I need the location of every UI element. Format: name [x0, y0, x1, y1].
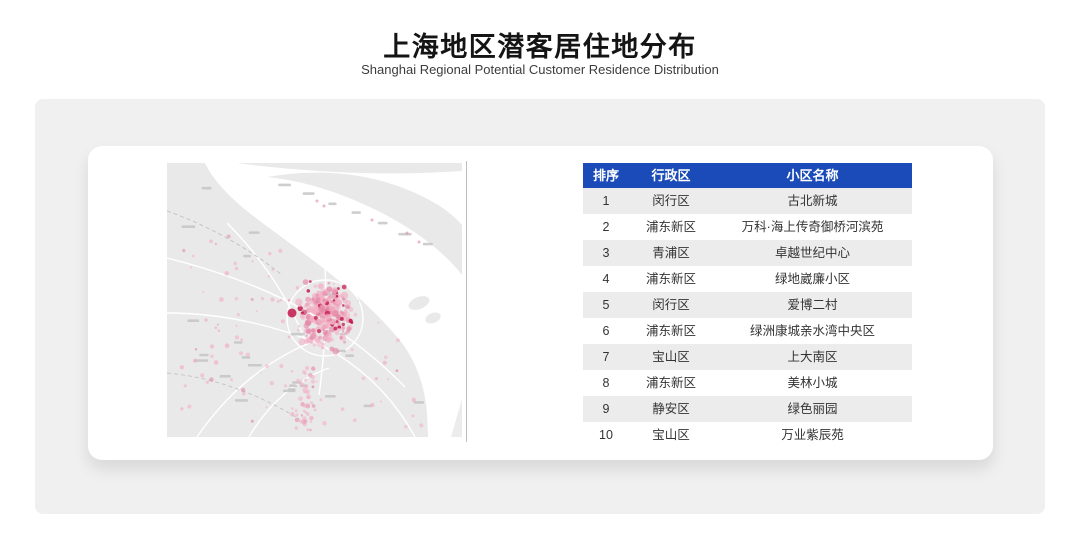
community-cell: 上大南区	[787, 350, 838, 364]
header-community: 小区名称	[786, 168, 839, 183]
rank-cell: 3	[602, 246, 610, 260]
rank-cell: 10	[599, 428, 613, 442]
rank-cell: 5	[602, 298, 610, 312]
rank-cell: 7	[602, 350, 610, 364]
table-row: 10 宝山区 万业紫辰苑	[583, 422, 912, 448]
rank-cell: 9	[602, 402, 610, 416]
table-row: 3 青浦区 卓越世纪中心	[583, 240, 912, 266]
table-row: 1 闵行区 古北新城	[583, 188, 912, 214]
rank-cell: 2	[602, 220, 610, 234]
community-cell: 爱博二村	[787, 298, 838, 312]
table-row: 6 浦东新区 绿洲康城亲水湾中央区	[583, 318, 912, 344]
community-cell: 绿洲康城亲水湾中央区	[749, 324, 875, 338]
community-cell: 古北新城	[787, 194, 838, 208]
district-cell: 宝山区	[652, 428, 690, 442]
map-roads	[167, 182, 420, 437]
table-row: 4 浦东新区 绿地崴廉小区	[583, 266, 912, 292]
rank-cell: 8	[602, 376, 610, 390]
table-row: 8 浦东新区 美林小城	[583, 370, 912, 396]
scatter-layer	[179, 199, 424, 432]
ranking-table: 排序 行政区 小区名称 1 闵行区 古北新城 2 浦东新区 万科·海上传奇御桥河滨苑 3 青浦…	[583, 163, 912, 448]
map-land-chongming-island	[267, 172, 462, 275]
community-cell: 绿色丽园	[787, 402, 838, 416]
district-cell: 青浦区	[652, 246, 690, 260]
table-body: 1 闵行区 古北新城 2 浦东新区 万科·海上传奇御桥河滨苑 3 青浦区 卓越世纪中心 4 浦东新区…	[583, 188, 912, 448]
district-cell: 浦东新区	[645, 324, 696, 338]
page-subtitle: Shanghai Regional Potential Customer Res…	[361, 62, 719, 77]
page-title: 上海地区潜客居住地分布	[383, 32, 697, 62]
district-cell: 浦东新区	[645, 272, 696, 286]
rank-cell: 6	[602, 324, 610, 338]
district-cell: 闵行区	[652, 298, 690, 312]
map-land-north-shore	[237, 163, 462, 174]
table-row: 7 宝山区 上大南区	[583, 344, 912, 370]
district-cell: 静安区	[652, 402, 690, 416]
header-district: 行政区	[651, 168, 691, 183]
table-row: 2 浦东新区 万科·海上传奇御桥河滨苑	[583, 214, 912, 240]
community-cell: 万业紫辰苑	[781, 428, 844, 442]
community-cell: 美林小城	[787, 376, 838, 390]
community-cell: 绿地崴廉小区	[774, 272, 850, 286]
header-rank: 排序	[592, 168, 619, 183]
map-boundaries	[167, 210, 300, 420]
content-card: 排序 行政区 小区名称 1 闵行区 古北新城 2 浦东新区 万科·海上传奇御桥河滨苑 3 青浦…	[88, 146, 993, 460]
district-cell: 闵行区	[652, 194, 690, 208]
map-land-changxing-island	[408, 296, 430, 310]
rank-cell: 1	[602, 194, 610, 208]
district-cell: 浦东新区	[645, 220, 696, 234]
rank-cell: 4	[602, 272, 610, 286]
shanghai-map	[167, 163, 462, 437]
district-cell: 浦东新区	[645, 376, 696, 390]
outer-panel: 排序 行政区 小区名称 1 闵行区 古北新城 2 浦东新区 万科·海上传奇御桥河滨苑 3 青浦…	[35, 99, 1045, 514]
table-row: 5 闵行区 爱博二村	[583, 292, 912, 318]
table-header-row: 排序 行政区 小区名称	[583, 163, 912, 188]
community-cell: 卓越世纪中心	[774, 246, 850, 260]
map-table-divider	[466, 161, 467, 442]
map-place-labels	[181, 183, 433, 408]
district-cell: 宝山区	[652, 350, 690, 364]
shanghai-map-svg	[167, 163, 462, 437]
table-row: 9 静安区 绿色丽园	[583, 396, 912, 422]
map-land-hengsha-island	[425, 312, 441, 324]
community-cell: 万科·海上传奇御桥河滨苑	[741, 220, 884, 234]
map-land-east-wedge	[451, 399, 462, 437]
